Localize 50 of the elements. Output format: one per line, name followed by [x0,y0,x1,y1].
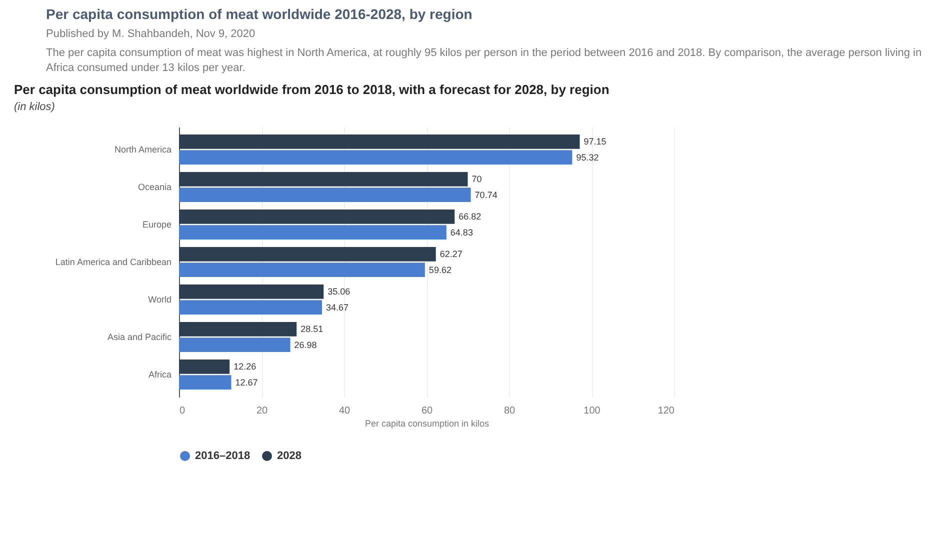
text: The per capita consumption of meat was highest in North America, at roughly 95 kilos per person in the period between 2016 and 2018. By comparison, the average person living in Africa consumed under 13 kilos per year. [46,46,923,76]
bar [179,150,572,164]
data-label: 28.51 [300,324,324,334]
data-label: 12.26 [234,362,256,372]
data-label: 95.32 [576,152,599,162]
data-label: 34.67 [326,302,349,312]
data-label: 35.06 [328,286,350,297]
bar [179,300,322,314]
data-label: 70 [472,174,482,184]
bar [179,284,324,299]
bar [179,134,580,149]
data-label: 70.74 [474,190,498,200]
x-tick-label: 80 [504,406,516,416]
chart-title: Per capita consumption of meat worldwide 2016-2028, by region [46,6,474,22]
bar [179,375,232,390]
bar [179,225,446,240]
data-label: 97.15 [584,136,606,147]
x-tick-label: 20 [256,406,268,416]
y-tick-label: North America [114,144,172,154]
bar [179,262,425,277]
data-label: 64.83 [450,227,473,238]
x-tick-label: 0 [180,406,186,416]
x-tick-label: 100 [584,406,601,416]
data-label: 26.98 [294,340,317,350]
data-label: 62.27 [440,249,462,260]
bar [179,338,290,352]
bar [179,188,471,202]
x-tick-label: 60 [421,406,433,416]
text: (in kilos) [14,101,56,113]
bar [179,322,297,336]
bar [179,210,455,224]
chart-subtitle: Published by M. Shahbandeh, Nov 9, 2020 [46,28,256,40]
x-tick-label: 120 [658,406,675,416]
text: Per capita consumption of meat worldwide from 2016 to 2018, with a forecast for 2028, by region [14,82,610,97]
legend-label: 2016–2018 [195,450,250,462]
y-tick-label: Latin America and Caribbean [55,257,172,267]
y-tick-label: World [148,294,172,304]
legend-label: 2028 [277,450,302,462]
y-tick-label: Oceania [138,182,172,192]
y-tick-label: Asia and Pacific [107,332,172,342]
bar [179,360,230,374]
bar [179,172,468,186]
data-label: 59.62 [428,264,452,275]
data-label: 66.82 [458,212,482,222]
x-tick-label: 40 [338,406,350,416]
bar [179,247,436,262]
data-label: 12.67 [235,377,258,388]
y-tick-label: Europe [142,220,172,230]
y-tick-label: Africa [148,370,172,380]
x-axis-title: Per capita consumption in kilos [364,418,490,428]
